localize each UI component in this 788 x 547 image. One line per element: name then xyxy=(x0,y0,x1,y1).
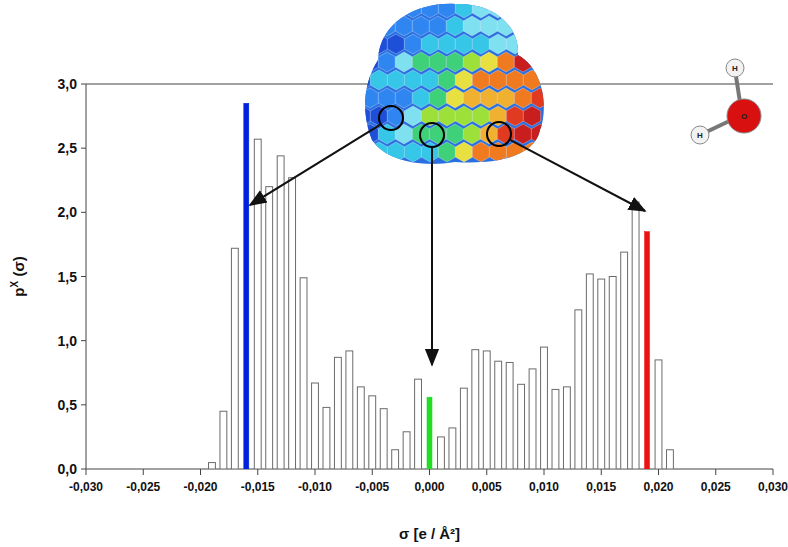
bar xyxy=(518,384,525,469)
atom xyxy=(727,99,761,133)
bar xyxy=(300,278,307,469)
x-tick xyxy=(544,469,545,475)
x-tick xyxy=(486,469,487,475)
x-tick xyxy=(715,469,716,475)
atom xyxy=(691,126,709,144)
y-tick-label: 2,5 xyxy=(58,140,78,156)
bar xyxy=(244,103,249,469)
bar xyxy=(357,387,364,469)
bar xyxy=(655,360,662,469)
arrow xyxy=(510,140,645,211)
surface-marker xyxy=(379,106,403,130)
y-tick-label: 3,0 xyxy=(58,76,78,92)
x-tick-label: -0,020 xyxy=(183,480,217,494)
bar xyxy=(645,232,650,469)
bar xyxy=(598,279,605,469)
bar xyxy=(667,450,674,469)
y-tick xyxy=(81,212,86,213)
chart: -0,030-0,025-0,020-0,015-0,010-0,0050,00… xyxy=(0,0,788,547)
arrow xyxy=(250,124,381,205)
bar xyxy=(334,357,341,469)
bar xyxy=(323,407,330,469)
bar xyxy=(209,463,216,469)
x-tick xyxy=(658,469,659,475)
x-tick xyxy=(601,469,602,475)
x-tick xyxy=(773,469,774,475)
y-tick xyxy=(81,469,86,470)
y-axis-title: pX (σ) xyxy=(9,256,27,296)
y-tick-label: 2,0 xyxy=(58,204,78,220)
y-tick xyxy=(81,276,86,277)
x-tick xyxy=(143,469,144,475)
bar xyxy=(472,350,479,469)
bar xyxy=(403,432,410,469)
bar xyxy=(621,252,628,469)
x-tick xyxy=(86,469,87,475)
x-tick-label: 0,005 xyxy=(472,480,502,494)
y-tick-label: 1,5 xyxy=(58,269,78,285)
y-tick xyxy=(81,404,86,405)
bar xyxy=(575,310,582,469)
atom xyxy=(726,59,744,77)
x-tick-label: 0,020 xyxy=(643,480,673,494)
x-tick-label: 0,015 xyxy=(586,480,616,494)
atom-label: O xyxy=(741,112,747,121)
water-molecule: H H O xyxy=(691,59,761,144)
x-tick-label: 0,010 xyxy=(529,480,559,494)
x-tick-label: -0,025 xyxy=(126,480,160,494)
x-tick-label: -0,010 xyxy=(298,480,332,494)
bar xyxy=(541,347,548,469)
bars xyxy=(209,103,674,469)
bar xyxy=(449,428,456,469)
atom-label: H xyxy=(697,131,703,140)
bar xyxy=(220,411,227,469)
cosmo-surface xyxy=(353,0,555,170)
x-tick-label: 0,025 xyxy=(701,480,731,494)
x-tick xyxy=(257,469,258,475)
x-tick-label: -0,015 xyxy=(241,480,275,494)
bar xyxy=(506,362,513,469)
x-tick-label: 0,030 xyxy=(758,480,788,494)
bar xyxy=(369,396,376,469)
bar xyxy=(392,450,399,469)
bar xyxy=(563,387,570,469)
atom-label: H xyxy=(732,64,738,73)
x-tick-label: -0,030 xyxy=(69,480,103,494)
bar xyxy=(552,389,559,469)
y-tick-label: 0,5 xyxy=(58,397,78,413)
bar xyxy=(277,156,284,469)
bar xyxy=(254,139,261,469)
bar xyxy=(289,178,296,469)
bar xyxy=(312,383,319,469)
y-tick xyxy=(81,340,86,341)
bar xyxy=(460,388,467,469)
bar xyxy=(380,409,387,469)
bar xyxy=(529,369,536,469)
x-tick xyxy=(200,469,201,475)
y-tick xyxy=(81,148,86,149)
y-tick-label: 0,0 xyxy=(58,461,78,477)
bar xyxy=(266,187,273,469)
bar xyxy=(346,351,353,469)
bar xyxy=(427,397,432,469)
surface-marker xyxy=(487,122,511,146)
surface-marker xyxy=(420,123,444,147)
bar xyxy=(415,379,422,469)
bar xyxy=(586,274,593,469)
x-tick-label: 0,000 xyxy=(414,480,444,494)
bar xyxy=(483,351,490,469)
arrow xyxy=(431,147,433,365)
x-axis-title: σ [e / Å²] xyxy=(399,525,460,542)
x-tick-label: -0,005 xyxy=(355,480,389,494)
bar xyxy=(231,248,238,469)
x-tick xyxy=(315,469,316,475)
y-tick xyxy=(81,84,86,85)
bar xyxy=(438,437,445,469)
x-tick xyxy=(372,469,373,475)
bar xyxy=(495,361,502,469)
y-tick-label: 1,0 xyxy=(58,333,78,349)
bar xyxy=(632,202,639,469)
bar xyxy=(609,277,616,470)
x-tick xyxy=(429,469,430,475)
